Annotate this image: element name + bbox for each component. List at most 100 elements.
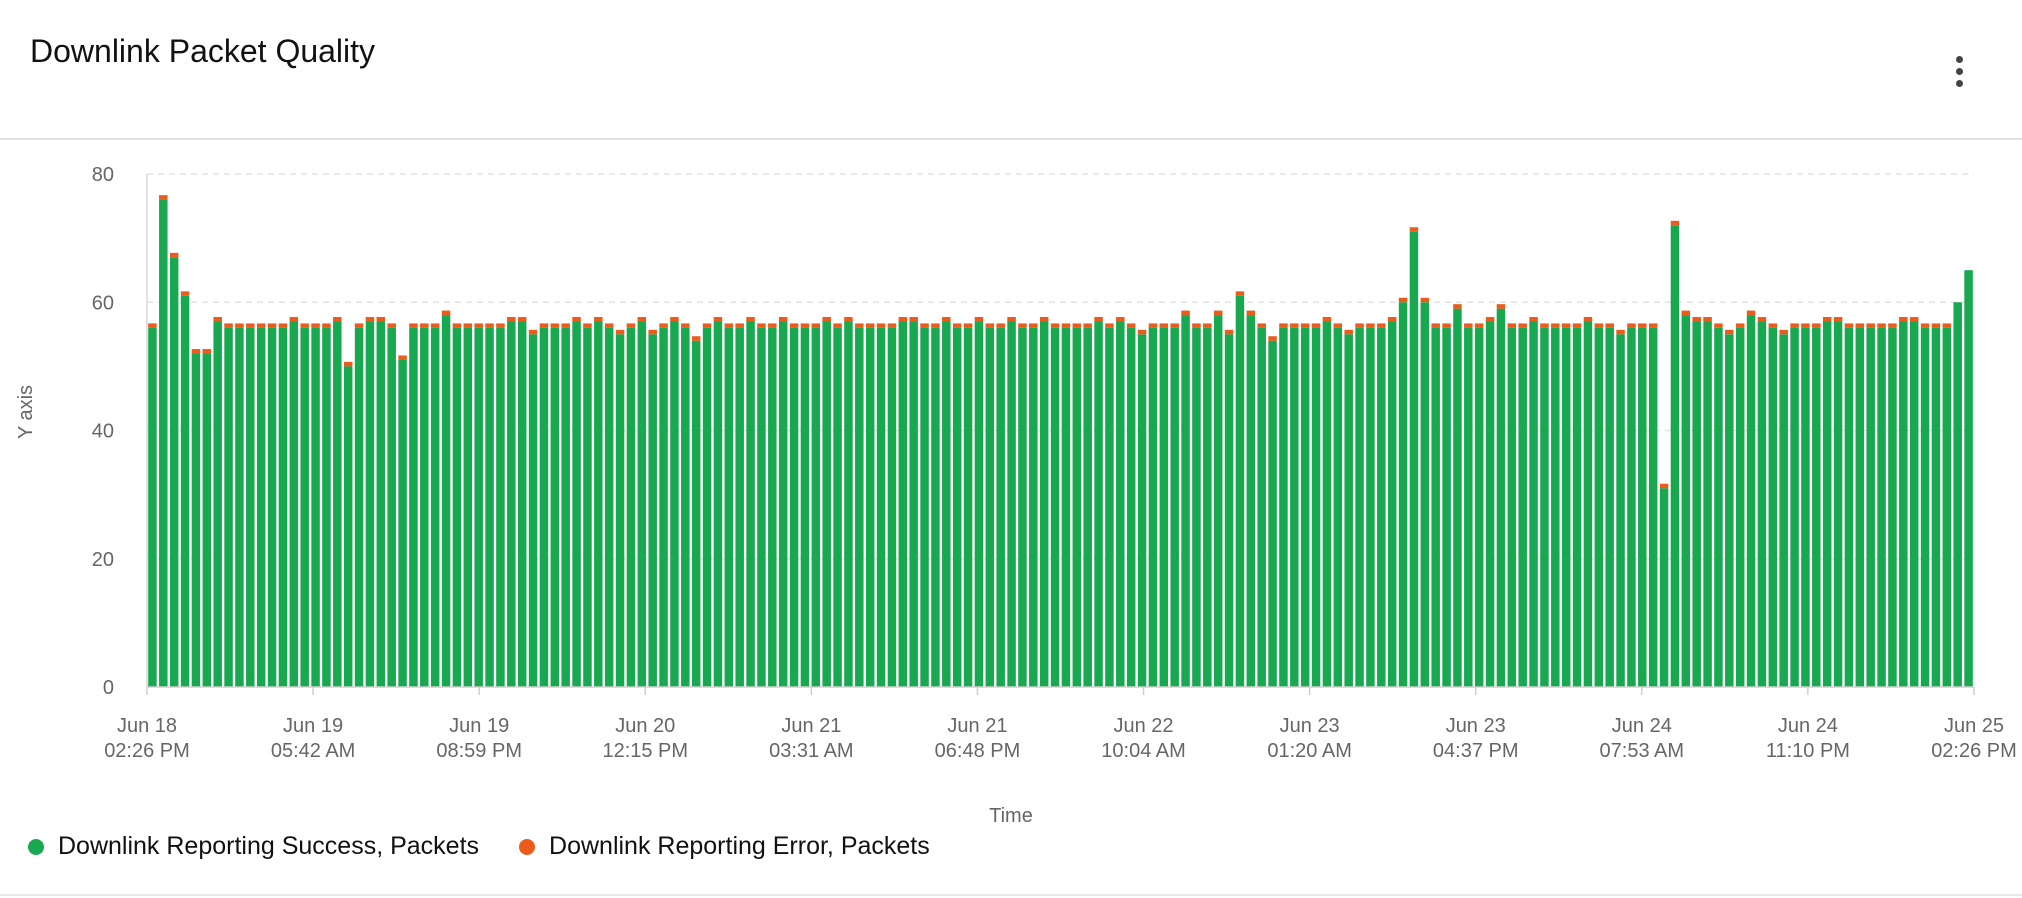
bar-success[interactable]	[1529, 321, 1538, 687]
bar-success[interactable]	[1213, 315, 1223, 687]
bar-success[interactable]	[648, 334, 657, 687]
bar-success[interactable]	[768, 327, 777, 687]
bar-success[interactable]	[1866, 327, 1875, 687]
bar-error[interactable]	[1137, 329, 1147, 335]
bar-error[interactable]	[659, 323, 668, 328]
bar-error[interactable]	[615, 329, 625, 335]
bar-success[interactable]	[1007, 321, 1016, 687]
bar-success[interactable]	[246, 327, 255, 687]
bar-error[interactable]	[256, 323, 266, 328]
bar-error[interactable]	[1877, 323, 1886, 328]
bar-success[interactable]	[278, 327, 288, 687]
bar-success[interactable]	[289, 321, 299, 687]
bar-error[interactable]	[1311, 323, 1321, 328]
bar-success[interactable]	[942, 321, 951, 687]
bar-error[interactable]	[1583, 316, 1593, 322]
bar-error[interactable]	[811, 323, 821, 328]
bar-error[interactable]	[1094, 316, 1103, 322]
bar-success[interactable]	[1050, 327, 1060, 687]
bar-error[interactable]	[1942, 323, 1952, 328]
bar-success[interactable]	[996, 327, 1005, 687]
bar-error[interactable]	[474, 323, 483, 328]
bar-error[interactable]	[1757, 316, 1767, 322]
bar-success[interactable]	[1703, 321, 1712, 687]
bar-error[interactable]	[441, 310, 451, 316]
bar-success[interactable]	[865, 327, 875, 687]
bar-error[interactable]	[1398, 297, 1408, 303]
bar-success[interactable]	[387, 327, 396, 687]
bar-success[interactable]	[409, 327, 418, 687]
bar-success[interactable]	[1029, 327, 1038, 687]
bar-error[interactable]	[1170, 323, 1179, 328]
bar-error[interactable]	[1507, 323, 1517, 328]
bar-error[interactable]	[1246, 310, 1256, 316]
bar-success[interactable]	[1572, 327, 1582, 687]
bar-success[interactable]	[1355, 327, 1364, 687]
bar-success[interactable]	[1083, 327, 1092, 687]
bar-success[interactable]	[1735, 327, 1745, 687]
bar-success[interactable]	[1638, 327, 1647, 687]
bar-error[interactable]	[1192, 323, 1201, 328]
bar-success[interactable]	[1725, 334, 1734, 687]
bar-success[interactable]	[1801, 327, 1810, 687]
bar-error[interactable]	[1355, 323, 1364, 328]
bar-success[interactable]	[496, 327, 505, 687]
bar-error[interactable]	[1300, 323, 1310, 328]
bar-success[interactable]	[1344, 334, 1353, 687]
bar-error[interactable]	[1670, 220, 1680, 226]
bar-error[interactable]	[909, 316, 918, 322]
bar-success[interactable]	[485, 327, 494, 687]
bar-error[interactable]	[822, 316, 831, 322]
bar-error[interactable]	[974, 316, 984, 322]
bar-error[interactable]	[724, 323, 734, 328]
bar-error[interactable]	[420, 323, 429, 328]
bar-success[interactable]	[1203, 327, 1212, 687]
bar-error[interactable]	[1039, 316, 1049, 322]
bar-error[interactable]	[1790, 323, 1799, 328]
bar-error[interactable]	[333, 316, 342, 322]
bar-error[interactable]	[952, 323, 962, 328]
bar-success[interactable]	[713, 321, 723, 687]
bar-success[interactable]	[952, 327, 962, 687]
bar-error[interactable]	[1061, 323, 1071, 328]
bar-error[interactable]	[507, 316, 516, 322]
bar-success[interactable]	[420, 327, 429, 687]
bar-success[interactable]	[202, 353, 212, 687]
bar-success[interactable]	[855, 327, 864, 687]
bar-success[interactable]	[1235, 295, 1245, 687]
bar-success[interactable]	[1692, 321, 1701, 687]
legend-item-success[interactable]: Downlink Reporting Success, Packets	[28, 832, 479, 861]
bar-error[interactable]	[985, 323, 995, 328]
legend-item-error[interactable]: Downlink Reporting Error, Packets	[519, 832, 930, 861]
bar-error[interactable]	[583, 323, 592, 328]
bar-error[interactable]	[148, 323, 157, 328]
bar-success[interactable]	[1909, 321, 1919, 687]
bar-error[interactable]	[1692, 316, 1701, 322]
bar-success[interactable]	[1290, 327, 1299, 687]
bar-error[interactable]	[670, 316, 679, 322]
bar-success[interactable]	[1833, 321, 1843, 687]
bar-success[interactable]	[1018, 327, 1027, 687]
bar-error[interactable]	[387, 323, 396, 328]
bar-success[interactable]	[898, 321, 908, 687]
bar-error[interactable]	[1485, 316, 1495, 322]
bar-success[interactable]	[789, 327, 799, 687]
bar-success[interactable]	[1464, 327, 1473, 687]
bar-error[interactable]	[1561, 323, 1571, 328]
bar-error[interactable]	[1594, 323, 1604, 328]
bar-success[interactable]	[637, 321, 647, 687]
bar-success[interactable]	[681, 327, 690, 687]
bar-error[interactable]	[1213, 310, 1223, 316]
bar-success[interactable]	[920, 327, 929, 687]
bar-error[interactable]	[246, 323, 255, 328]
bar-success[interactable]	[550, 327, 560, 687]
bar-error[interactable]	[1105, 323, 1114, 328]
bar-success[interactable]	[1768, 327, 1778, 687]
bar-error[interactable]	[1072, 323, 1082, 328]
bar-error[interactable]	[1029, 323, 1038, 328]
bar-success[interactable]	[1812, 327, 1821, 687]
bar-success[interactable]	[604, 327, 614, 687]
bar-success[interactable]	[1116, 321, 1125, 687]
bar-error[interactable]	[1018, 323, 1027, 328]
bar-success[interactable]	[1377, 327, 1386, 687]
